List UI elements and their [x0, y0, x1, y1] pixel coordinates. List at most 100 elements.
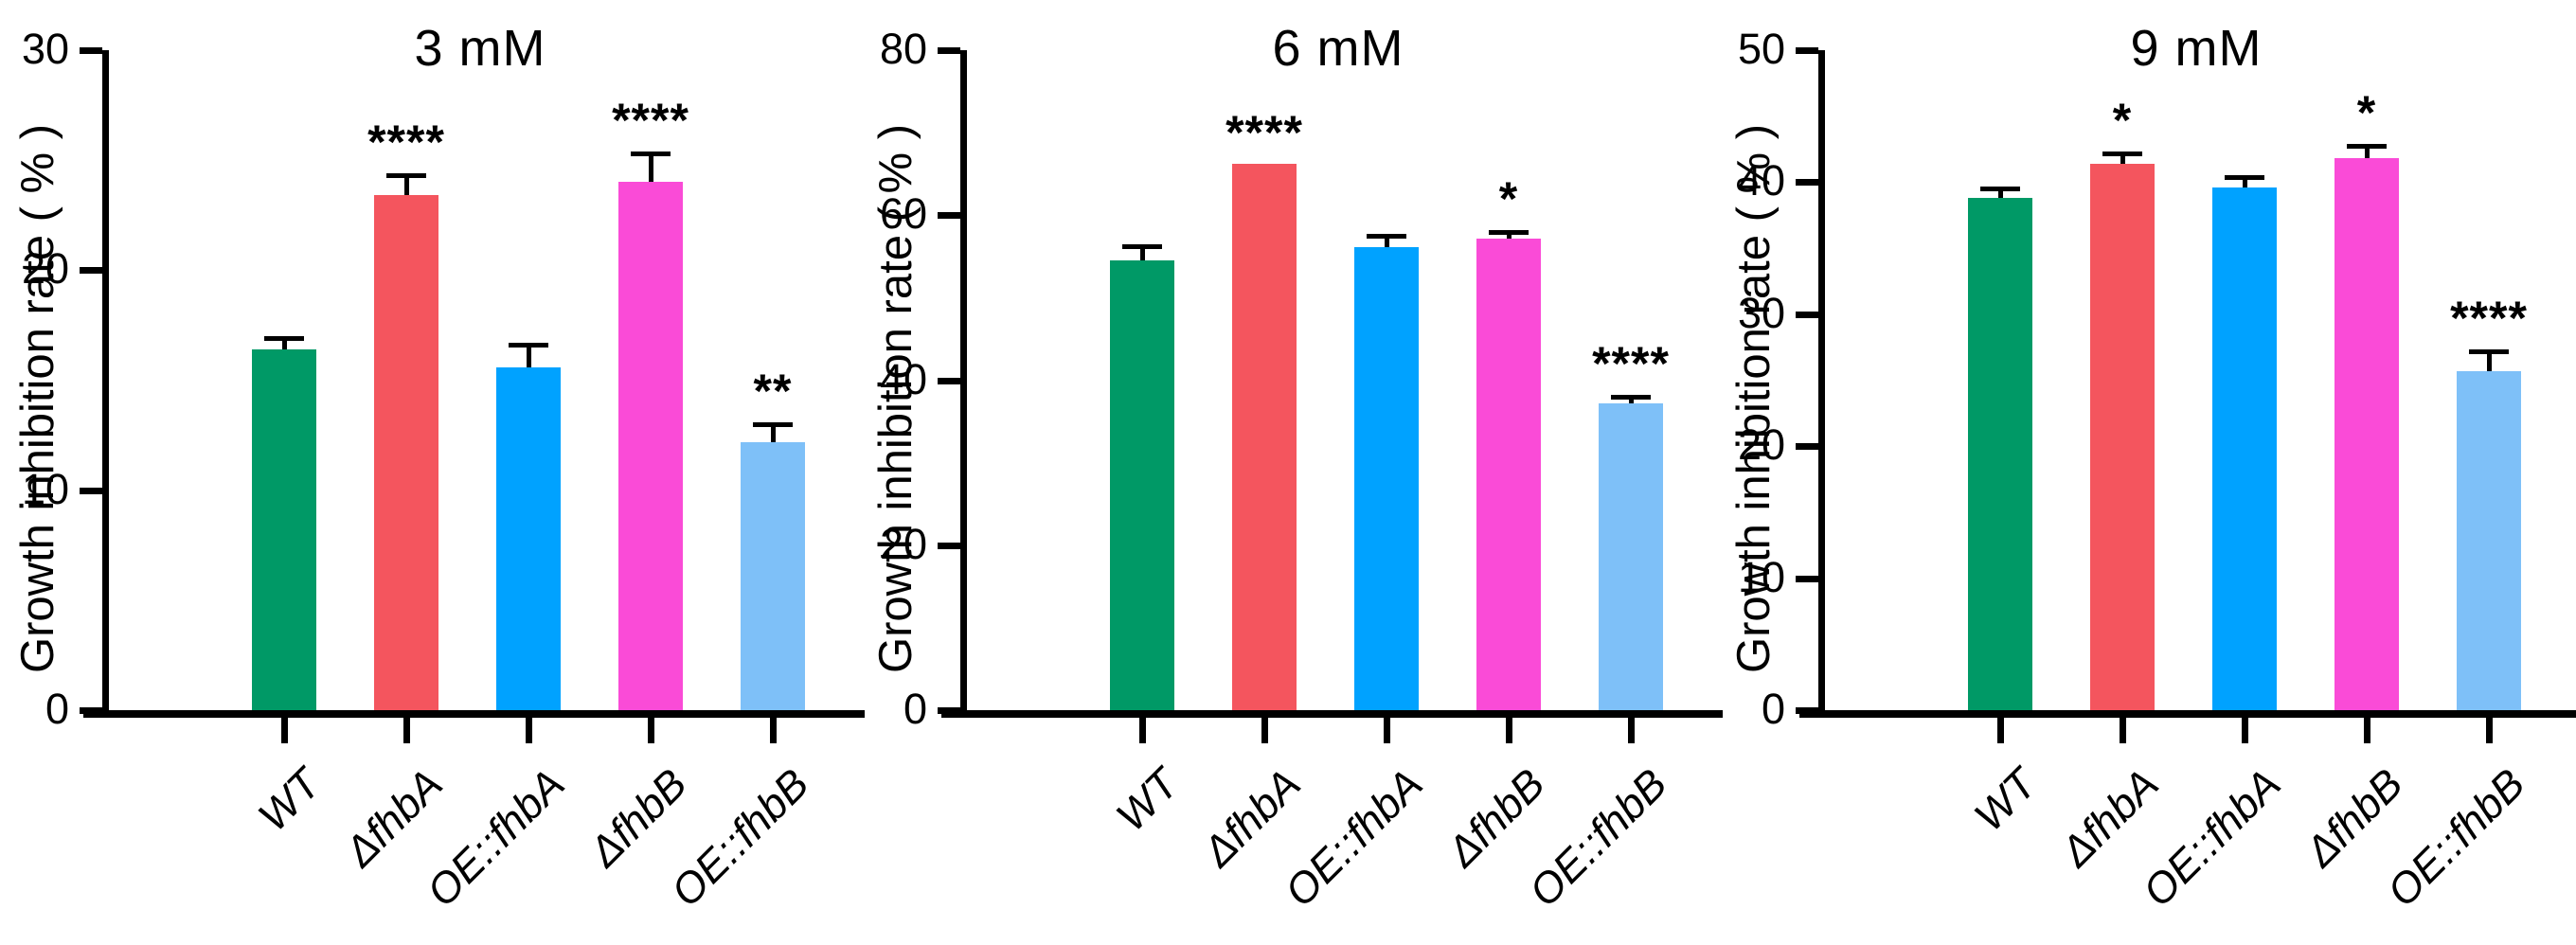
x-axis-tick	[1505, 718, 1512, 743]
error-bar-cap	[631, 151, 671, 156]
error-bar-cap	[509, 343, 548, 348]
y-axis-tick-label: 0	[1761, 685, 1785, 733]
x-axis-category-label: ΔfhbB	[580, 759, 697, 876]
bar-OE::fhbA	[1354, 247, 1419, 710]
error-bar-cap	[386, 173, 426, 179]
x-axis-tick	[280, 718, 288, 743]
significance-stars: ****	[1592, 337, 1670, 391]
error-bar-cap	[753, 421, 793, 427]
y-axis-tick	[938, 542, 960, 549]
error-bar-stem	[1997, 186, 2003, 199]
error-bar-cap	[1489, 229, 1529, 235]
bar-ΔfhbB	[2334, 158, 2399, 710]
error-bar-stem	[281, 336, 287, 349]
x-axis-baseline-extension	[941, 710, 967, 718]
y-axis-tick-label: 60	[879, 189, 927, 239]
bar-OE::fhbA	[2212, 187, 2277, 710]
panel-title-6mM: 6 mM	[1272, 20, 1404, 77]
error-bar-cap	[2347, 143, 2387, 149]
x-axis-tick	[1383, 718, 1390, 743]
bar-OE::fhbB	[741, 441, 805, 710]
panel-title-3mM: 3 mM	[414, 20, 546, 77]
x-axis-tick	[402, 718, 410, 743]
y-axis-tick	[938, 47, 960, 54]
error-bar-stem	[526, 343, 531, 367]
error-bar-cap	[2225, 175, 2264, 181]
x-axis-tick	[2241, 718, 2248, 743]
x-axis-tick	[2485, 718, 2493, 743]
significance-stars: ****	[367, 116, 445, 169]
bar-ΔfhbA	[2090, 163, 2155, 710]
y-axis-tick-label: 80	[879, 25, 927, 73]
bar-WT	[1968, 198, 2032, 710]
panel-6mM: 6 mM Growth inhibition rate ( % ) 0 20 40 6…	[858, 0, 1723, 945]
error-bar-cap	[1980, 186, 2020, 191]
y-axis-tick	[80, 267, 102, 275]
error-bar-stem	[648, 151, 653, 183]
y-axis-tick	[80, 487, 102, 494]
panel-title-9mM: 9 mM	[2130, 20, 2263, 77]
bar-ΔfhbB	[618, 182, 683, 710]
x-axis-category-label: ΔfhbB	[2296, 759, 2413, 876]
x-axis-tick	[1261, 718, 1268, 743]
x-axis-tick	[525, 718, 532, 743]
x-axis-tick	[647, 718, 654, 743]
x-axis-category-label: ΔfhbA	[2051, 759, 2169, 876]
y-axis-tick-label: 0	[45, 685, 69, 733]
y-axis-tick-label: 0	[903, 685, 927, 733]
y-axis-tick-label: 30	[21, 25, 69, 73]
x-axis-tick	[1996, 718, 2004, 743]
y-axis-tick-label: 10	[1737, 552, 1785, 601]
significance-stars: ****	[2450, 292, 2528, 346]
y-axis-tick	[80, 47, 102, 54]
error-bar-cap	[2469, 349, 2509, 355]
x-axis-tick	[1138, 718, 1146, 743]
x-axis-category-label: ΔfhbA	[335, 759, 453, 876]
y-axis-tick-label: 50	[1737, 25, 1785, 73]
x-axis-category-label: WT	[248, 759, 331, 841]
y-axis-tick-label: 40	[879, 354, 927, 403]
significance-stars: *	[1498, 171, 1519, 225]
significance-stars: *	[2112, 94, 2133, 148]
y-axis-tick	[1796, 575, 1818, 582]
y-axis-tick	[1796, 443, 1818, 451]
y-axis-tick-label: 40	[1737, 156, 1785, 205]
x-axis-category-label: ΔfhbB	[1438, 759, 1555, 876]
error-bar-cap	[1367, 234, 1406, 240]
error-bar-stem	[403, 173, 409, 196]
y-axis-tick-label: 20	[21, 244, 69, 294]
error-bar-stem	[770, 421, 776, 442]
y-axis-tick-label: 10	[21, 464, 69, 513]
y-axis-tick-label: 20	[1737, 420, 1785, 470]
y-axis-tick	[1796, 179, 1818, 187]
error-bar-cap	[1122, 243, 1162, 249]
plot-area-3mM: 0 10 20 30 WT **** ΔfhbA OE::fhbA **** ΔfhbB ** OE:…	[22, 27, 865, 916]
error-bar-stem	[1139, 243, 1145, 261]
panel-3mM: 3 mM Growth inhibition rate ( % ) 0 10 20 3…	[0, 0, 865, 945]
bar-ΔfhbA	[374, 195, 438, 710]
significance-stars: *	[2356, 85, 2377, 139]
y-axis-tick	[938, 212, 960, 220]
bar-OE::fhbB	[2457, 370, 2521, 710]
significance-stars: **	[753, 364, 793, 418]
error-bar-stem	[2486, 349, 2492, 371]
y-axis-label: Growth inhibition rate ( % )	[12, 123, 63, 674]
x-axis-category-label: WT	[1106, 759, 1189, 841]
plot-area-6mM: 0 20 40 60 80 WT **** ΔfhbA OE::fhbA * ΔfhbB **** OE…	[880, 27, 1723, 916]
error-bar-stem	[1384, 234, 1389, 248]
bar-ΔfhbA	[1232, 164, 1297, 710]
bar-ΔfhbB	[1476, 238, 1541, 710]
significance-stars: ****	[612, 93, 689, 147]
error-bar-cap	[264, 336, 304, 342]
y-axis-tick	[938, 377, 960, 384]
x-axis-tick	[1627, 718, 1635, 743]
error-bar-cap	[2102, 152, 2142, 157]
error-bar-stem	[2120, 152, 2125, 164]
plot-area-9mM: 0 10 20 30 40 50 WT * ΔfhbA OE::fhbA * ΔfhbB **** OE:…	[1738, 27, 2576, 916]
bar-OE::fhbB	[1599, 402, 1663, 710]
error-bar-stem	[2242, 175, 2247, 187]
y-axis-tick-label: 20	[879, 519, 927, 568]
x-axis-category-label: WT	[1964, 759, 2047, 841]
error-bar-stem	[2364, 143, 2370, 159]
